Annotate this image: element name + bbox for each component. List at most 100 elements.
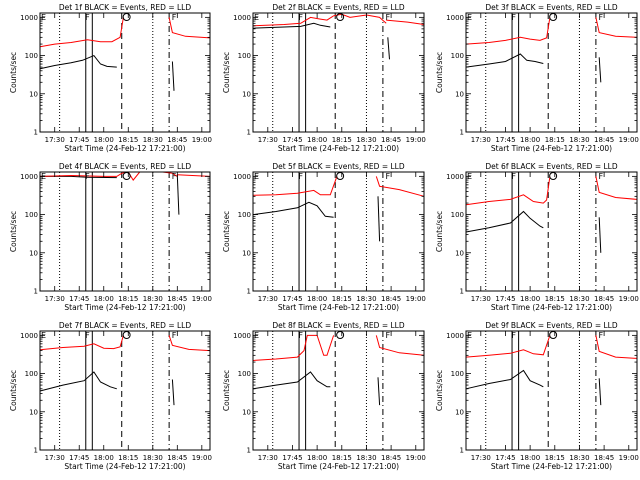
- flag-marker: F: [298, 13, 303, 22]
- y-tick-label: 1: [247, 288, 251, 296]
- series-lld-line: [39, 171, 178, 181]
- x-tick-label: 18:15: [545, 295, 565, 303]
- series-events-line: [252, 201, 334, 218]
- x-tick-label: 18:00: [520, 295, 540, 303]
- flag-marker: [336, 172, 345, 180]
- x-axis-title: Start Time (24-Feb-12 17:21:00): [64, 303, 185, 312]
- series-lld-line: [168, 17, 211, 39]
- y-tick-label: 1000: [20, 14, 38, 22]
- x-tick-label: 18:00: [307, 295, 327, 303]
- x-tick-label: 19:00: [192, 454, 212, 462]
- x-tick-label: 18:00: [307, 136, 327, 144]
- y-tick-label: 1: [247, 129, 251, 137]
- y-tick-label: 100: [451, 370, 464, 378]
- x-tick-label: 17:45: [69, 295, 89, 303]
- flag-marker: F: [172, 172, 177, 181]
- panel-title: Det 4f BLACK = Events, RED = LLD: [59, 162, 192, 171]
- x-tick-label: 18:30: [143, 136, 163, 144]
- x-tick-label: 19:00: [619, 454, 639, 462]
- series-lld-line: [465, 335, 551, 358]
- x-axis-title: Start Time (24-Feb-12 17:21:00): [278, 144, 399, 153]
- series-lld-line: [168, 335, 211, 352]
- series-events-line: [598, 378, 602, 406]
- series-events-line: [39, 371, 117, 392]
- x-axis-title: Start Time (24-Feb-12 17:21:00): [64, 144, 185, 153]
- x-tick-label: 19:00: [619, 295, 639, 303]
- x-tick-label: 18:30: [569, 454, 589, 462]
- x-tick-label: 18:00: [520, 454, 540, 462]
- x-tick-label: 18:30: [356, 454, 376, 462]
- y-tick-label: 100: [238, 211, 251, 219]
- series-lld-line: [595, 17, 638, 38]
- x-tick-label: 17:30: [471, 295, 491, 303]
- x-tick-label: 19:00: [406, 295, 426, 303]
- series-lld-line: [252, 176, 338, 196]
- series-events-line: [598, 217, 602, 253]
- y-tick-label: 10: [29, 408, 38, 416]
- plot-frame: [465, 12, 638, 133]
- panel-title: Det 3f BLACK = Events, RED = LLD: [485, 3, 618, 12]
- y-tick-label: 1: [34, 129, 38, 137]
- x-tick-label: 18:45: [167, 295, 187, 303]
- x-tick-label: 18:15: [118, 136, 138, 144]
- y-tick-label: 100: [451, 211, 464, 219]
- flag-marker: [122, 172, 131, 180]
- y-axis-title: Counts/sec: [222, 52, 231, 93]
- x-tick-label: 18:30: [569, 295, 589, 303]
- x-tick-label: 18:30: [356, 295, 376, 303]
- x-tick-label: 18:45: [167, 454, 187, 462]
- x-axis-title: Start Time (24-Feb-12 17:21:00): [278, 303, 399, 312]
- y-tick-label: 100: [25, 370, 38, 378]
- flag-marker: F: [172, 331, 177, 340]
- x-tick-label: 18:15: [118, 454, 138, 462]
- y-tick-label: 100: [25, 211, 38, 219]
- y-axis-title: Counts/sec: [9, 52, 18, 93]
- x-tick-label: 19:00: [192, 136, 212, 144]
- panel-title: Det 2f BLACK = Events, RED = LLD: [272, 3, 405, 12]
- y-axis-title: Counts/sec: [435, 211, 444, 252]
- flag-marker: F: [386, 13, 391, 22]
- plot-frame: [252, 171, 425, 292]
- panel-title: Det 7f BLACK = Events, RED = LLD: [59, 321, 192, 330]
- y-tick-label: 1000: [446, 332, 464, 340]
- series-lld-line: [386, 19, 425, 25]
- x-tick-label: 18:00: [307, 454, 327, 462]
- y-tick-label: 100: [451, 52, 464, 60]
- series-lld-line: [595, 335, 638, 359]
- panel-title: Det 9f BLACK = Events, RED = LLD: [485, 321, 618, 330]
- x-tick-label: 18:45: [167, 136, 187, 144]
- y-tick-label: 1000: [446, 173, 464, 181]
- x-tick-label: 19:00: [406, 136, 426, 144]
- series-lld-line: [465, 17, 551, 45]
- series-lld-line: [465, 176, 551, 206]
- series-events-line: [377, 377, 381, 406]
- x-tick-label: 19:00: [406, 454, 426, 462]
- y-tick-label: 1: [460, 129, 464, 137]
- series-events-line: [377, 196, 381, 242]
- series-events-line: [598, 57, 602, 83]
- flag-marker: F: [85, 172, 90, 181]
- flag-marker: [549, 172, 558, 180]
- panel-title: Det 1f BLACK = Events, RED = LLD: [59, 3, 192, 12]
- y-tick-label: 10: [242, 249, 251, 257]
- y-axis-title: Counts/sec: [222, 211, 231, 252]
- flag-marker: [122, 13, 131, 21]
- y-tick-label: 10: [242, 408, 251, 416]
- x-tick-label: 17:30: [258, 454, 278, 462]
- x-tick-label: 18:45: [381, 295, 401, 303]
- x-tick-label: 18:15: [545, 136, 565, 144]
- flag-marker: F: [298, 331, 303, 340]
- x-tick-label: 18:45: [381, 136, 401, 144]
- y-tick-label: 1000: [233, 14, 251, 22]
- series-lld-line: [252, 334, 335, 361]
- x-axis-title: Start Time (24-Feb-12 17:21:00): [278, 462, 399, 471]
- x-tick-label: 18:30: [143, 295, 163, 303]
- y-tick-label: 10: [29, 90, 38, 98]
- x-tick-label: 18:30: [356, 136, 376, 144]
